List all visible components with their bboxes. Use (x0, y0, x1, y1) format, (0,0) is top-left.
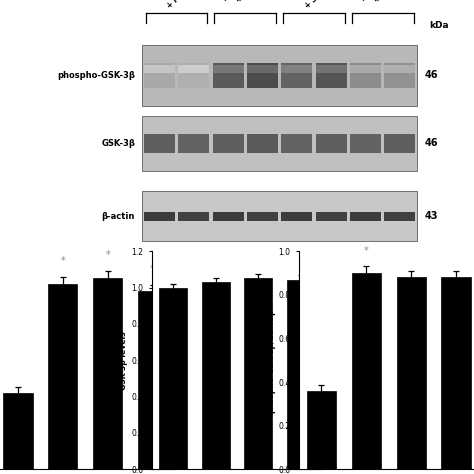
Bar (142, 191, 417, 241)
Text: *: * (364, 246, 369, 255)
Bar (316, 65, 346, 73)
Text: Ferulic acid
+ MCAO: Ferulic acid + MCAO (221, 0, 270, 10)
Bar (282, 211, 312, 220)
Bar (350, 134, 381, 153)
Bar (144, 65, 175, 73)
Bar (352, 273, 381, 469)
Bar (3, 393, 33, 469)
Bar (142, 45, 417, 106)
Text: β-actin: β-actin (102, 211, 135, 220)
Bar (213, 65, 244, 73)
Bar (213, 211, 244, 220)
Text: GSK-3β: GSK-3β (101, 139, 135, 148)
Bar (144, 134, 175, 153)
Bar (213, 63, 244, 88)
Text: *: * (61, 256, 65, 266)
Bar (202, 282, 229, 469)
Bar (178, 134, 209, 153)
Text: Ferulic acid
+ Sham: Ferulic acid + Sham (358, 0, 407, 10)
Bar (350, 65, 381, 73)
Bar (316, 63, 346, 88)
Bar (384, 134, 415, 153)
Bar (384, 63, 415, 88)
Bar (178, 65, 209, 73)
Bar (213, 134, 244, 153)
Bar (247, 134, 278, 153)
Y-axis label: GSK-3β levels: GSK-3β levels (119, 331, 128, 390)
Bar (178, 211, 209, 220)
Text: phospho-GSK-3β: phospho-GSK-3β (57, 71, 135, 80)
Bar (384, 211, 415, 220)
Text: 43: 43 (424, 211, 438, 221)
Bar (282, 65, 312, 73)
Bar (350, 63, 381, 88)
Bar (48, 284, 77, 469)
Bar (138, 291, 167, 469)
Bar (93, 279, 122, 469)
Bar (287, 280, 315, 469)
Y-axis label: phospho-GSK-3β/GSK-3β: phospho-GSK-3β/GSK-3β (266, 308, 275, 412)
Bar (144, 211, 175, 220)
Text: *: * (105, 250, 110, 260)
Bar (316, 211, 346, 220)
Bar (144, 63, 175, 88)
Bar (307, 391, 336, 469)
Bar (441, 277, 471, 469)
Bar (142, 116, 417, 171)
Bar (282, 134, 312, 153)
Bar (247, 65, 278, 73)
Bar (247, 63, 278, 88)
Bar (316, 134, 346, 153)
Bar (247, 211, 278, 220)
Bar (397, 277, 426, 469)
Bar (384, 65, 415, 73)
Bar (350, 211, 381, 220)
Text: *: * (150, 264, 155, 274)
Text: Vehicle
+ MCAO: Vehicle + MCAO (157, 0, 196, 10)
Bar (282, 63, 312, 88)
Text: 46: 46 (424, 138, 438, 148)
Text: kDa: kDa (429, 21, 448, 29)
Bar (159, 288, 187, 469)
Bar (178, 63, 209, 88)
Bar (245, 279, 272, 469)
Text: 46: 46 (424, 70, 438, 81)
Text: Vehicle
+ Sham: Vehicle + Sham (295, 0, 333, 10)
